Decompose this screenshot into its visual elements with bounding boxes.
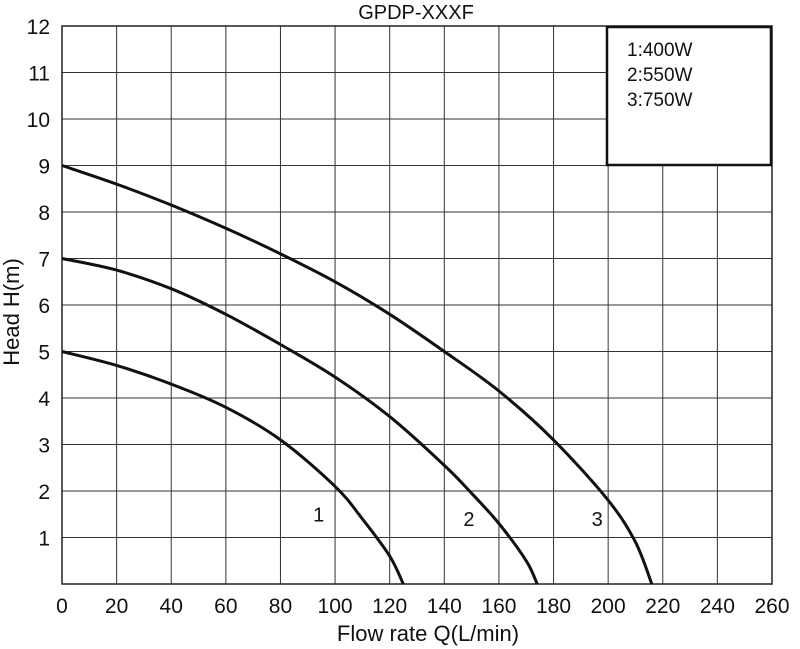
performance-curves bbox=[61, 164, 654, 585]
y-tick-label: 4 bbox=[38, 388, 50, 411]
y-tick-label: 9 bbox=[38, 156, 50, 179]
y-tick-label: 3 bbox=[38, 435, 50, 458]
curve-labels: 1 2 3 bbox=[313, 504, 603, 531]
x-tick-label: 140 bbox=[427, 595, 462, 618]
x-tick-label: 120 bbox=[372, 595, 407, 618]
y-axis-label: Head H(m) bbox=[0, 258, 24, 366]
y-tick-label: 10 bbox=[27, 109, 50, 132]
y-tick-label: 6 bbox=[38, 295, 50, 318]
x-tick-label: 20 bbox=[105, 595, 128, 618]
x-axis-ticks: 0 20 40 60 80 100 120 140 160 180 200 220 240 260 bbox=[56, 595, 789, 618]
legend-entry: 2:550W bbox=[627, 65, 693, 86]
legend-box bbox=[605, 25, 773, 167]
x-axis-label: Flow rate Q(L/min) bbox=[337, 621, 519, 646]
x-tick-label: 60 bbox=[214, 595, 237, 618]
legend: 1:400W 2:550W 3:750W bbox=[605, 25, 773, 167]
x-tick-label: 180 bbox=[536, 595, 571, 618]
curve-label: 1 bbox=[313, 504, 324, 526]
y-tick-label: 5 bbox=[38, 342, 50, 365]
curve-series-1 bbox=[61, 350, 405, 585]
x-tick-label: 40 bbox=[160, 595, 183, 618]
x-tick-label: 80 bbox=[269, 595, 292, 618]
x-tick-label: 160 bbox=[481, 595, 516, 618]
x-tick-label: 100 bbox=[318, 595, 353, 618]
y-tick-label: 1 bbox=[38, 528, 50, 551]
chart-title: GPDP-XXXF bbox=[358, 2, 474, 24]
y-tick-label: 11 bbox=[28, 63, 50, 86]
y-tick-label: 8 bbox=[38, 202, 50, 225]
y-tick-label: 7 bbox=[38, 249, 50, 272]
x-tick-label: 200 bbox=[591, 595, 626, 618]
y-tick-label: 2 bbox=[38, 481, 50, 504]
x-tick-label: 0 bbox=[56, 595, 68, 618]
x-tick-label: 220 bbox=[645, 595, 680, 618]
legend-entry: 1:400W bbox=[627, 40, 693, 61]
curve-series-3 bbox=[61, 164, 654, 585]
curve-series-2 bbox=[61, 257, 539, 585]
curve-label: 3 bbox=[592, 509, 603, 531]
y-tick-label: 12 bbox=[27, 16, 50, 39]
x-tick-label: 260 bbox=[754, 595, 789, 618]
curve-label: 2 bbox=[463, 509, 474, 531]
legend-entry: 3:750W bbox=[627, 90, 693, 111]
x-tick-label: 240 bbox=[700, 595, 735, 618]
plot-frame bbox=[61, 25, 773, 585]
